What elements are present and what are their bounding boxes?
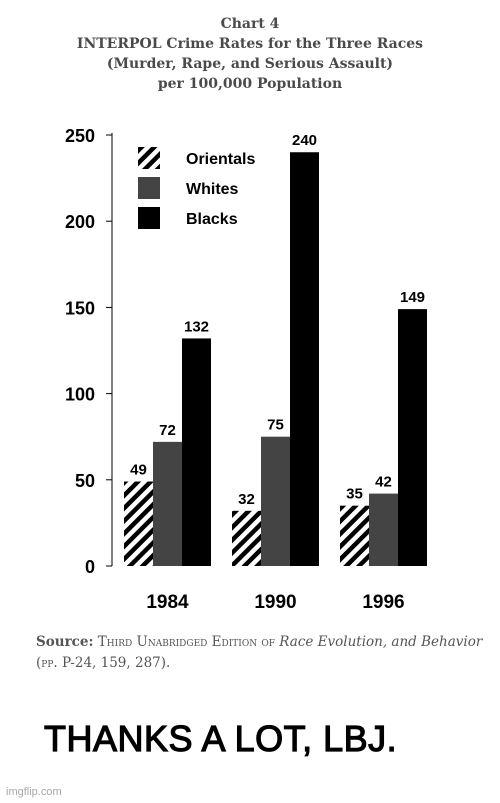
source-pages: (pp. P-24, 159, 287).	[36, 655, 171, 671]
bar-orientals-1996	[340, 505, 369, 566]
y-tick-label: 250	[65, 126, 95, 146]
data-label: 75	[267, 417, 284, 434]
legend-label: Orientals	[186, 151, 255, 168]
data-label: 49	[130, 462, 147, 479]
data-label: 240	[292, 132, 317, 149]
legend-swatch-blacks	[138, 207, 160, 229]
data-label: 42	[375, 474, 392, 491]
bar-blacks-1990	[290, 152, 319, 567]
legend-swatch-orientals	[138, 147, 160, 169]
legend-label: Blacks	[186, 211, 238, 228]
bar-blacks-1996	[398, 309, 427, 566]
chart-units: per 100,000 Population	[157, 76, 343, 92]
data-label: 35	[346, 486, 363, 503]
source-text: Third Unabridged Edition of	[97, 634, 280, 650]
bar-orientals-1990	[232, 510, 261, 566]
x-tick-label: 1996	[362, 592, 404, 613]
bar-whites-1996	[369, 493, 398, 566]
bar-whites-1990	[261, 436, 290, 566]
watermark: imgflip.com	[6, 786, 62, 798]
source-note: Source: Third Unabridged Edition of Race…	[36, 632, 486, 674]
x-tick-label: 1990	[254, 592, 296, 613]
y-tick-label: 150	[65, 298, 95, 318]
x-tick-label: 1984	[146, 592, 189, 613]
chart-title: INTERPOL Crime Rates for the Three Races	[76, 36, 424, 52]
y-tick-label: 0	[85, 557, 95, 577]
legend-label: Whites	[186, 181, 239, 198]
bar-orientals-1984	[124, 481, 153, 566]
legend-swatch-whites	[138, 177, 160, 199]
data-label: 132	[184, 318, 209, 335]
data-label: 32	[238, 491, 255, 508]
data-label: 72	[159, 422, 176, 439]
y-tick-label: 50	[75, 471, 95, 491]
y-tick-label: 100	[65, 385, 95, 405]
bar-blacks-1984	[182, 338, 211, 566]
data-label: 149	[400, 289, 425, 306]
source-book-title: Race Evolution, and Behavior	[279, 634, 483, 650]
bar-chart: 0 50 100 150 200 250 49 72 132 1984 32 75 240 1990 35 4…	[65, 126, 427, 613]
source-label: Source:	[36, 634, 94, 650]
meme-caption: THANKS A LOT, LBJ.	[43, 717, 398, 759]
chart-subtitle: (Murder, Rape, and Serious Assault)	[106, 56, 394, 72]
chart-number: Chart 4	[220, 16, 280, 32]
bar-whites-1984	[153, 441, 182, 566]
y-tick-label: 200	[65, 212, 95, 232]
chart-title-block: Chart 4 INTERPOL Crime Rates for the Thr…	[0, 14, 500, 94]
